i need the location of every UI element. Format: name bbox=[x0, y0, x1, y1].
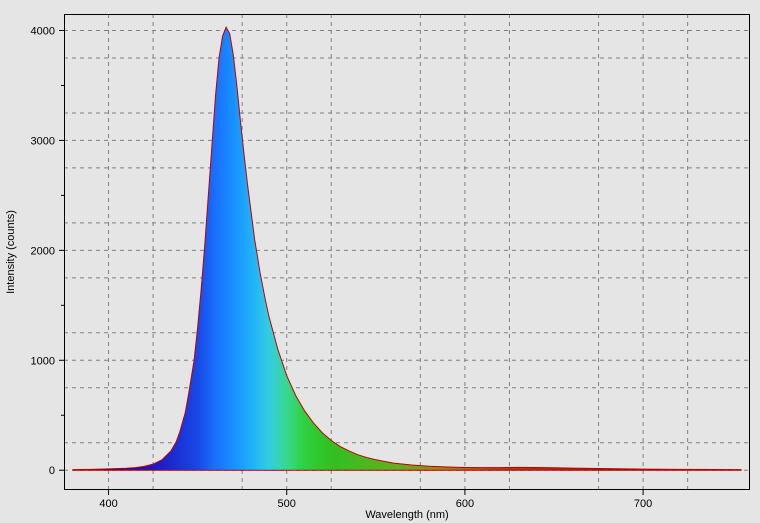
y-tick-label: 4000 bbox=[31, 25, 55, 37]
spectrum-chart: 400 500 600 700 0 1000 2000 3000 4000 Wavelength … bbox=[0, 0, 760, 523]
y-tick-label: 3000 bbox=[31, 135, 55, 147]
y-axis-title: Intensity (counts) bbox=[5, 210, 17, 294]
x-tick-label: 500 bbox=[278, 498, 296, 510]
y-tick-label: 1000 bbox=[31, 355, 55, 367]
y-tick-label: 0 bbox=[49, 465, 55, 477]
chart-svg: 400 500 600 700 0 1000 2000 3000 4000 Wavelength … bbox=[0, 0, 760, 523]
x-tick-label: 600 bbox=[456, 498, 474, 510]
x-tick-label: 400 bbox=[99, 498, 117, 510]
x-axis-title: Wavelength (nm) bbox=[365, 509, 448, 521]
x-tick-label: 700 bbox=[634, 498, 652, 510]
y-tick-label: 2000 bbox=[31, 245, 55, 257]
